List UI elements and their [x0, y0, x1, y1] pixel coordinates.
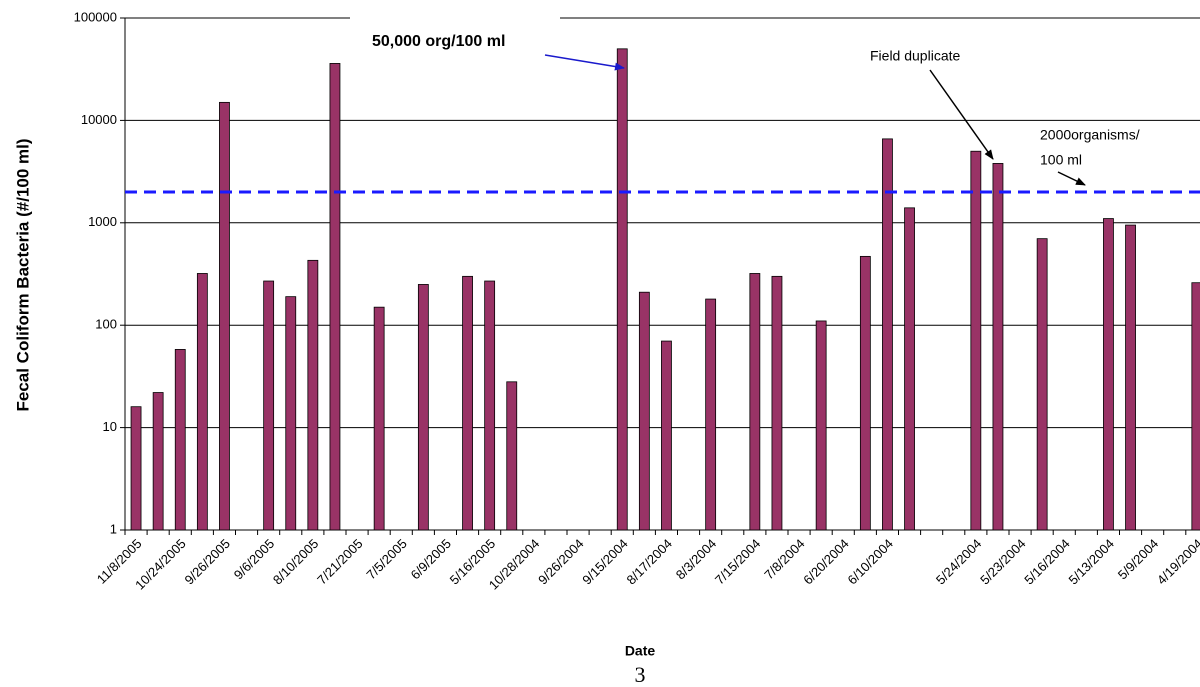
x-tick-label: 5/24/2004 [933, 536, 985, 588]
annotation-arrow [1057, 171, 1086, 186]
bar [771, 275, 783, 531]
bar [1125, 224, 1136, 531]
bar [661, 340, 672, 531]
x-tick-label: 5/13/2004 [1065, 536, 1117, 588]
bar [174, 349, 186, 531]
bar [219, 101, 230, 531]
bar [152, 392, 164, 531]
bar [1036, 238, 1048, 531]
bar [329, 63, 341, 531]
annotation: 50,000 org/100 ml [372, 33, 505, 50]
x-tick-label: 6/10/2004 [844, 536, 896, 588]
x-tick-label: 7/15/2004 [712, 536, 764, 588]
bar [882, 138, 893, 531]
bar [373, 306, 385, 531]
annotation-background [350, 14, 560, 22]
bar [196, 273, 208, 531]
y-axis-label: Fecal Coliform Bacteria (#/100 ml) [13, 138, 32, 411]
x-tick-label: 7/21/2005 [314, 536, 366, 588]
x-tick-label: 8/17/2004 [623, 536, 675, 588]
x-tick-label: 4/19/2004 [1154, 536, 1200, 588]
bar [904, 207, 915, 531]
bar [263, 280, 275, 531]
x-axis-label: Date [625, 643, 656, 659]
bar [484, 280, 496, 531]
bar [638, 291, 650, 531]
bar [815, 320, 827, 531]
page-number: 3 [635, 662, 646, 687]
y-tick-label: 100000 [74, 9, 117, 24]
bar [285, 296, 297, 531]
x-tick-label: 7/5/2005 [363, 536, 409, 582]
bar [970, 150, 982, 531]
bar [749, 273, 761, 531]
bar [859, 255, 871, 531]
annotation: 2000organisms/ [1040, 127, 1140, 143]
bar [417, 284, 429, 531]
y-tick-label: 10000 [81, 112, 117, 127]
x-tick-label: 6/20/2004 [800, 536, 852, 588]
bar [462, 275, 473, 531]
y-tick-label: 1000 [88, 214, 117, 229]
y-tick-label: 1 [110, 521, 117, 536]
annotation-arrow [544, 54, 625, 71]
bar [992, 163, 1004, 531]
x-tick-label: 9/26/2005 [181, 536, 233, 588]
bar [705, 298, 717, 531]
x-tick-label: 8/10/2005 [270, 536, 322, 588]
annotation: Field duplicate [870, 48, 960, 64]
bar [1103, 218, 1114, 531]
x-tick-label: 5/16/2004 [1021, 536, 1073, 588]
annotation: 100 ml [1040, 152, 1082, 168]
y-tick-label: 100 [95, 317, 117, 332]
bar [506, 381, 518, 531]
x-tick-label: 9/26/2004 [535, 536, 587, 588]
x-tick-label: 5/23/2004 [977, 536, 1029, 588]
x-tick-label: 9/15/2004 [579, 536, 631, 588]
bar [130, 406, 142, 531]
annotation-arrow [929, 69, 994, 160]
y-tick-label: 10 [103, 419, 117, 434]
bar [307, 259, 319, 531]
bar [1191, 282, 1200, 531]
bar [616, 48, 628, 531]
